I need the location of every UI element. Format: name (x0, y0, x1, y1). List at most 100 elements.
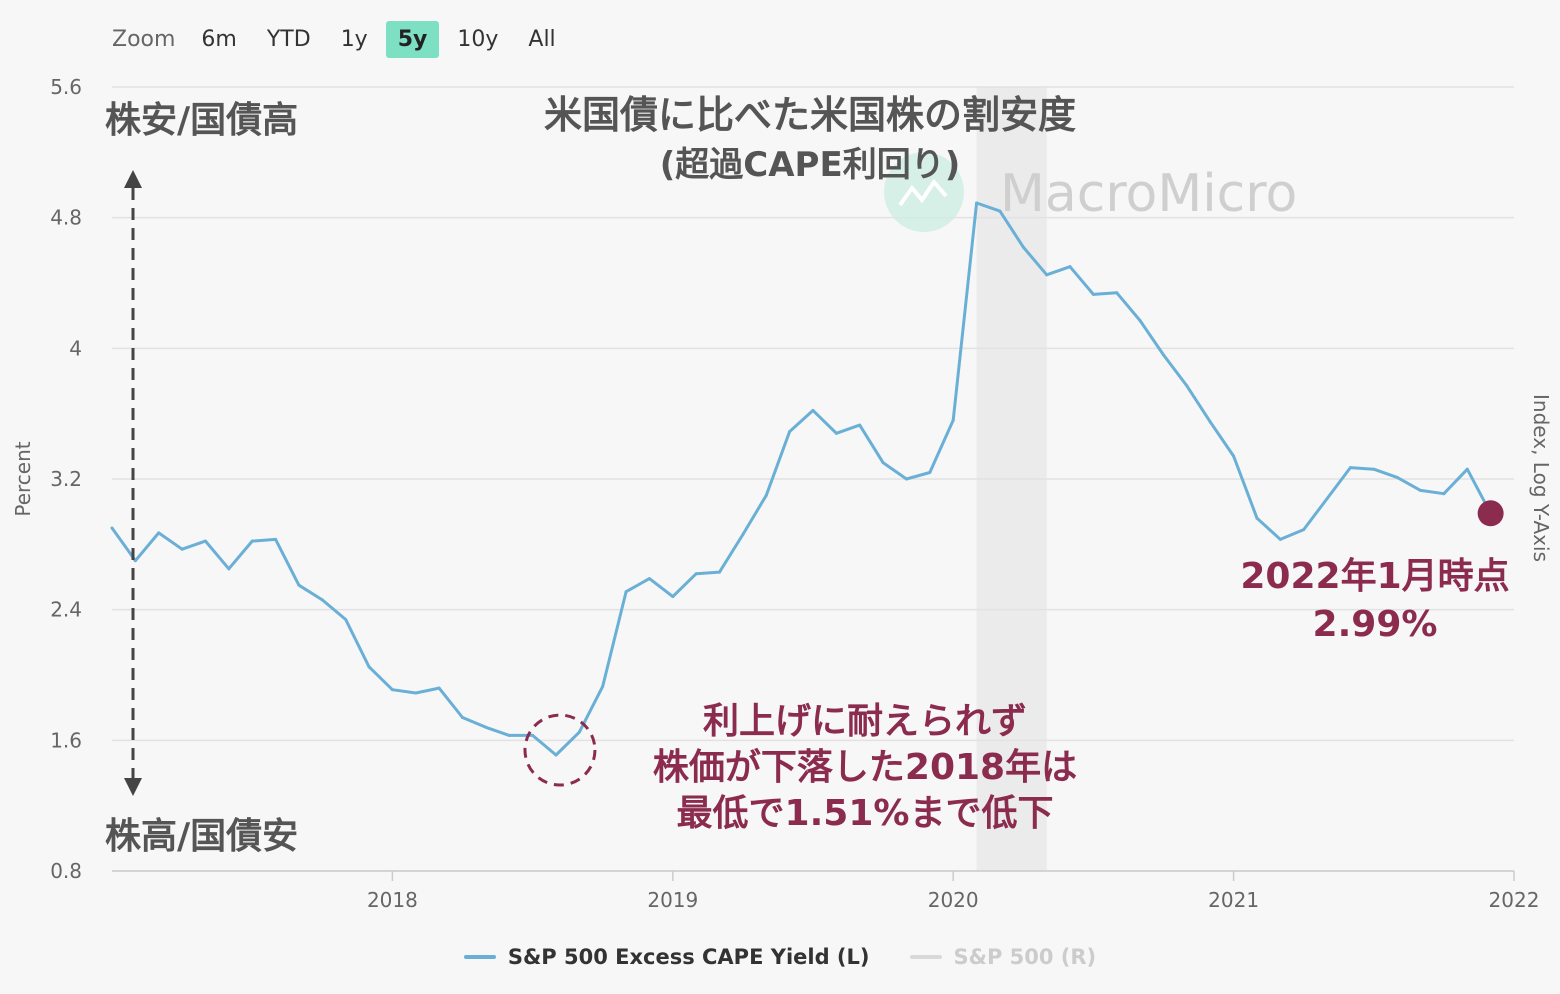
series-point (484, 725, 488, 729)
y-tick-label: 1.6 (50, 728, 82, 752)
low-annotation-line: 株価が下落した2018年は (653, 747, 1077, 788)
series-point (1465, 467, 1469, 471)
series-line-excess-cape-yield (110, 201, 1492, 757)
series-point (320, 598, 324, 602)
legend-item[interactable]: S&P 500 (R) (909, 945, 1097, 969)
series-point (1232, 454, 1236, 458)
watermark-logo-mark-icon (898, 178, 948, 207)
series-point (694, 572, 698, 576)
series-point (741, 533, 745, 537)
series-point (1138, 319, 1142, 323)
zoom-button-10y[interactable]: 10y (457, 26, 499, 52)
zoom-button-6m[interactable]: 6m (201, 26, 237, 52)
zoom-button-1y[interactable]: 1y (340, 26, 368, 52)
latest-value-label: 2.99% (1313, 604, 1438, 645)
x-tick-label: 2022 (1489, 888, 1540, 912)
series-point (390, 688, 394, 692)
legend-item[interactable]: S&P 500 Excess CAPE Yield (L) (463, 945, 870, 969)
zoom-bar: Zoom 6m YTD 1y 5y 10y All (100, 18, 568, 60)
y-axis-title-right: Index, Log Y-Axis (1529, 394, 1553, 562)
series-point (1348, 466, 1352, 470)
series-point (671, 595, 675, 599)
series-point (1208, 420, 1212, 424)
series-point (1045, 273, 1049, 277)
series-point (1442, 492, 1446, 496)
low-annotation-line: 利上げに耐えられず (703, 701, 1027, 742)
series-point (1115, 291, 1119, 295)
series-point (1325, 497, 1329, 501)
series-point (1419, 488, 1423, 492)
x-tick-label: 2019 (647, 888, 698, 912)
series-point (1395, 475, 1399, 479)
arrow-down-icon (124, 778, 142, 796)
series-point (250, 539, 254, 543)
legend-label: S&P 500 Excess CAPE Yield (L) (507, 945, 870, 969)
series-point (577, 730, 581, 734)
chart-title: 米国債に比べた米国株の割安度 (544, 93, 1076, 137)
legend-label: S&P 500 (R) (953, 945, 1097, 969)
series-point (554, 753, 558, 757)
zoom-button-5y[interactable]: 5y (385, 20, 440, 58)
series-point (647, 577, 651, 581)
series-point (601, 684, 605, 688)
series-point (928, 470, 932, 474)
arrow-up-icon (124, 170, 142, 188)
low-point-circle (523, 713, 597, 787)
series-point (881, 461, 885, 465)
x-tick-label: 2018 (367, 888, 418, 912)
series-point (764, 493, 768, 497)
series-point (1068, 265, 1072, 269)
series-point (1162, 353, 1165, 357)
series-point (1091, 292, 1095, 296)
series-point (788, 430, 792, 434)
series-point (1021, 245, 1025, 249)
series-point (904, 477, 908, 481)
series-point (461, 715, 464, 719)
watermark-logo-icon (884, 152, 964, 232)
y-tick-label: 4 (69, 336, 82, 360)
series-point (811, 408, 815, 412)
x-tick-label: 2021 (1208, 888, 1259, 912)
upper-annotation: 株安/国債高 (105, 100, 298, 141)
y-tick-label: 5.6 (50, 75, 82, 99)
series-point (1372, 467, 1376, 471)
series-point (297, 583, 301, 587)
series-point (1302, 528, 1306, 532)
y-tick-label: 2.4 (50, 598, 82, 622)
series-point (414, 691, 418, 695)
series-point (367, 665, 371, 669)
zoom-label: Zoom (112, 26, 176, 52)
series-point (975, 201, 979, 205)
series-point (157, 531, 161, 535)
series-point (507, 733, 511, 737)
watermark-text: MacroMicro (1000, 164, 1297, 224)
series-point (437, 686, 441, 690)
series-point (1255, 516, 1259, 520)
legend-swatch-icon (909, 955, 942, 959)
y-tick-label: 3.2 (50, 467, 82, 491)
chart-subtitle: (超過CAPE利回り) (660, 145, 961, 185)
series-point (274, 537, 278, 541)
series-point (998, 209, 1002, 213)
series-point (133, 559, 137, 563)
series-point (227, 567, 231, 571)
zoom-button-all[interactable]: All (528, 26, 556, 52)
legend: S&P 500 Excess CAPE Yield (L) S&P 500 (R) (0, 945, 1560, 969)
series-point (203, 539, 207, 543)
y-tick-label: 0.8 (50, 859, 82, 883)
latest-point-marker (1477, 500, 1504, 527)
x-tick-label: 2020 (928, 888, 979, 912)
series-point (718, 570, 722, 574)
y-tick-label: 4.8 (50, 206, 82, 230)
lower-annotation: 株高/国債安 (105, 816, 298, 857)
zoom-button-ytd[interactable]: YTD (266, 26, 311, 52)
series-point (951, 418, 955, 422)
series-point (858, 423, 862, 427)
series-point (834, 431, 838, 435)
series-point (1278, 537, 1282, 541)
latest-label: 2022年1月時点 (1240, 556, 1509, 597)
series-point (1185, 384, 1189, 388)
series-point (531, 733, 535, 737)
series-point (180, 547, 184, 551)
y-axis-title: Percent (11, 441, 35, 516)
